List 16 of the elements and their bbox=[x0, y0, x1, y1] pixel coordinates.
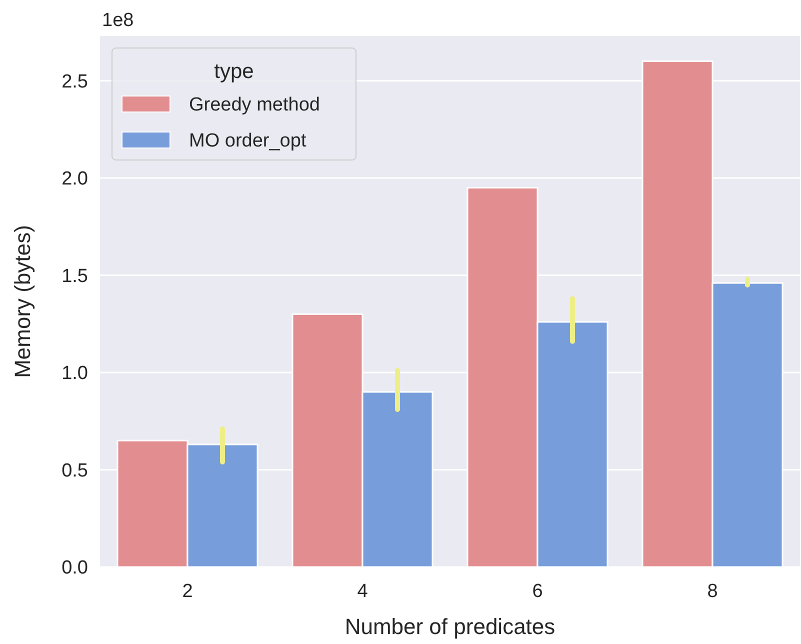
x-tick-label: 2 bbox=[182, 581, 193, 602]
text: 1e8 bbox=[102, 10, 134, 31]
legend-label: MO order_opt bbox=[189, 130, 307, 152]
y-tick-label: 2.5 bbox=[62, 71, 88, 92]
y-axis-title: Memory (bytes) bbox=[10, 225, 35, 378]
legend-title: type bbox=[214, 60, 254, 83]
x-tick-label: 6 bbox=[532, 581, 543, 602]
x-tick-label: 4 bbox=[357, 581, 368, 602]
y-tick-label: 2.0 bbox=[62, 168, 88, 190]
y-tick-label: 0.0 bbox=[62, 558, 88, 579]
y-tick-label: 0.5 bbox=[62, 460, 88, 482]
x-axis-title: Number of predicates bbox=[344, 614, 556, 639]
x-tick-label: 8 bbox=[707, 581, 718, 602]
y-tick-label: 1.0 bbox=[62, 363, 88, 384]
legend-label: Greedy method bbox=[189, 94, 320, 116]
y-tick-label: 1.5 bbox=[62, 266, 88, 287]
